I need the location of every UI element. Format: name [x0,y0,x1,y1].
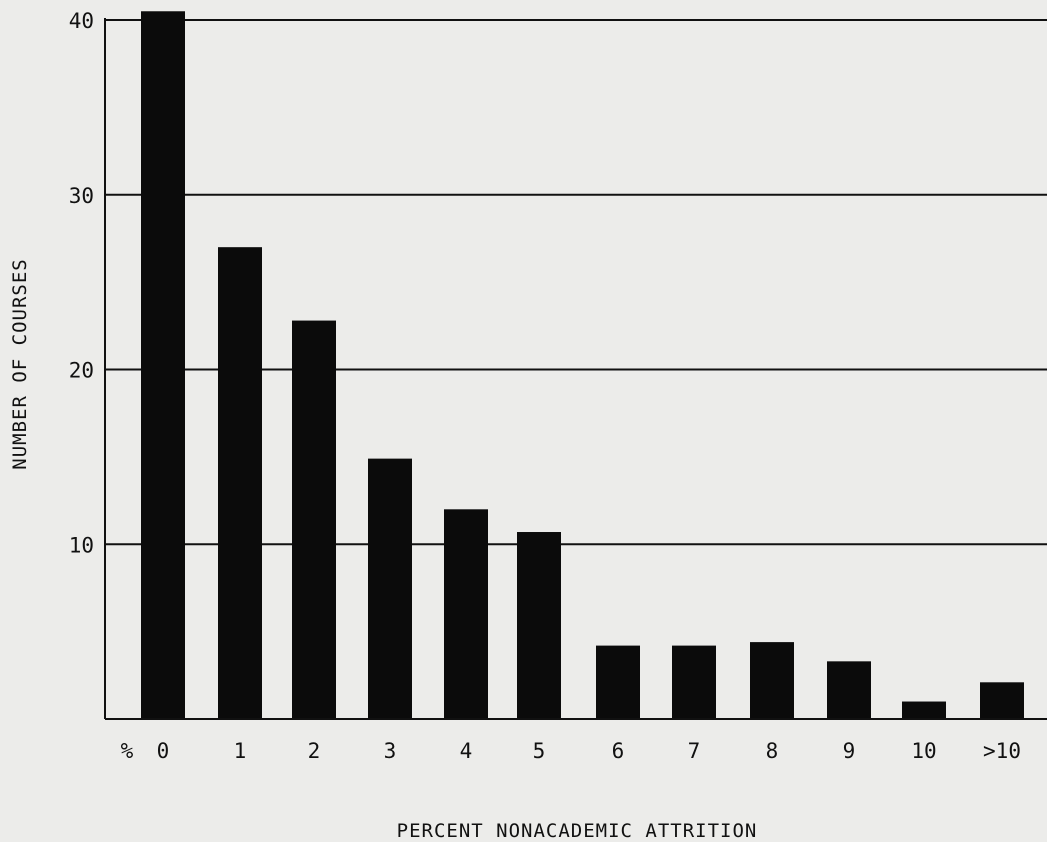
x-tick-label: 2 [308,739,321,763]
x-tick-labels: 0 1 2 3 4 5 6 7 8 9 10 >10 [157,739,1021,763]
y-tick-label: 30 [69,184,94,208]
x-tick-label: 3 [384,739,397,763]
bar-6 [596,645,640,719]
bars [141,11,1024,720]
x-tick-label: 1 [234,739,247,763]
bar-4 [444,509,488,719]
x-tick-label: 0 [157,739,170,763]
x-tick-label: 10 [911,739,936,763]
y-tick-labels: 10 20 30 40 [69,9,94,557]
x-tick-label: 6 [612,739,625,763]
bar-gt10 [980,682,1024,719]
bar-7 [672,645,716,719]
bar-1 [218,247,262,720]
bar-9 [827,661,871,719]
y-tick-label: 20 [69,359,94,383]
x-tick-label: 7 [688,739,701,763]
bar-3 [368,458,412,719]
x-tick-label: 5 [533,739,546,763]
x-tick-label: 9 [843,739,856,763]
bar-2 [292,320,336,719]
x-axis-title: PERCENT NONACADEMIC ATTRITION [397,820,758,842]
x-prefix-label: % [121,739,134,763]
x-tick-label: 4 [460,739,473,763]
y-tick-label: 40 [69,9,94,33]
y-axis-title: NUMBER OF COURSES [9,258,31,469]
x-tick-label: >10 [983,739,1021,763]
x-tick-label: 8 [766,739,779,763]
bar-8 [750,642,794,719]
bar-10 [902,701,946,719]
y-tick-label: 10 [69,533,94,557]
bar-5 [517,532,561,719]
bar-0 [141,11,185,719]
